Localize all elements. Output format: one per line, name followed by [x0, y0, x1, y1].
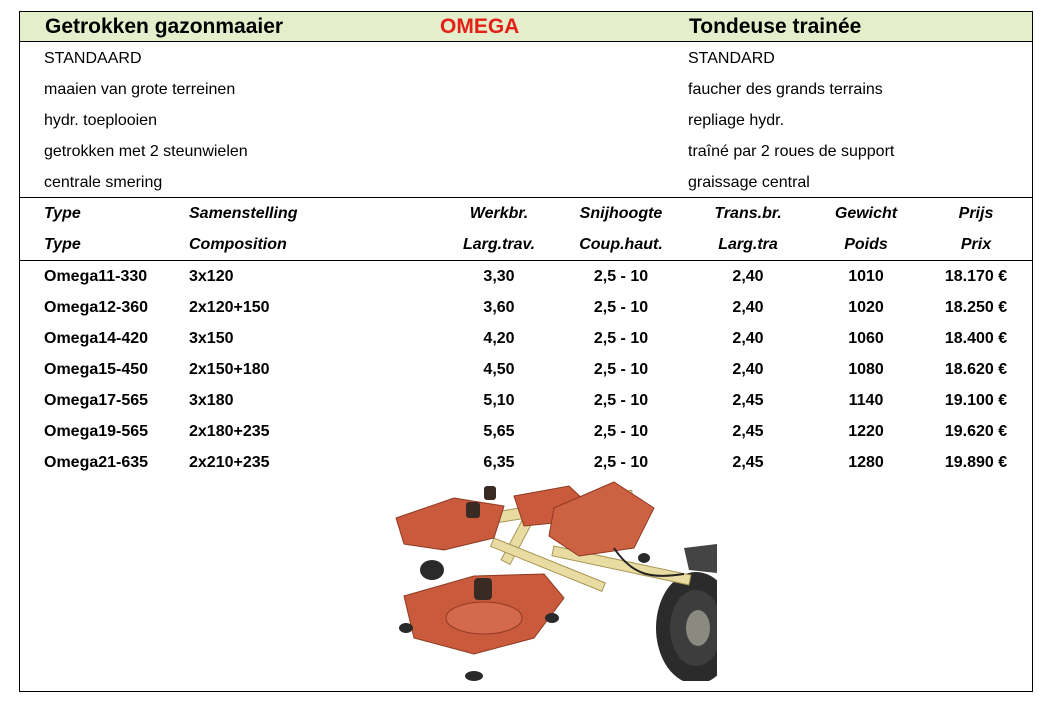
cell-type: Omega21-635	[44, 454, 149, 471]
cell-comp: 2x210+235	[189, 454, 270, 471]
table-row: Omega17-565 3x180 5,10 2,5 - 10 2,45 1140 19.1…	[20, 385, 1032, 416]
towed-mower-illustration	[395, 481, 717, 681]
divider	[20, 260, 1032, 261]
feature-item: traîné par 2 roues de support	[688, 143, 895, 160]
title-dutch: Getrokken gazonmaaier	[45, 15, 284, 38]
table-row: Omega21-635 2x210+235 6,35 2,5 - 10 2,45 1280…	[20, 447, 1032, 478]
table-row: Omega14-420 3x150 4,20 2,5 - 10 2,40 1060 18.4…	[20, 323, 1032, 354]
cell-width: 4,50	[483, 361, 515, 378]
divider	[20, 197, 1032, 198]
cell-price: 19.620 €	[944, 423, 1008, 440]
feature-item: centrale smering	[44, 174, 163, 191]
table-row: Omega11-330 3x120 3,30 2,5 - 10 2,40 1010 18.1…	[20, 261, 1032, 292]
cell-comp: 3x120	[189, 268, 234, 285]
cell-comp: 2x180+235	[189, 423, 270, 440]
feature-item: getrokken met 2 steunwielen	[44, 143, 248, 160]
features-french: STANDARD faucher des grands terrains rep…	[688, 43, 894, 198]
col-weight: Poids	[844, 236, 888, 253]
feature-item: STANDARD	[688, 50, 775, 67]
cell-cut: 2,5 - 10	[593, 299, 649, 316]
col-transport-width: Trans.br.	[714, 205, 782, 222]
tractor-wheel-icon	[656, 544, 717, 681]
cell-type: Omega11-330	[44, 268, 148, 285]
cell-cut: 2,5 - 10	[593, 454, 649, 471]
table-row: Omega19-565 2x180+235 5,65 2,5 - 10 2,45 1220…	[20, 416, 1032, 447]
cell-price: 18.400 €	[944, 330, 1008, 347]
column-header-french: Type Composition Larg.trav. Coup.haut. L…	[20, 229, 1032, 260]
cell-type: Omega14-420	[44, 330, 149, 347]
cell-type: Omega12-360	[44, 299, 149, 316]
cell-comp: 3x180	[189, 392, 234, 409]
cell-weight: 1220	[848, 423, 884, 440]
cell-width: 3,60	[483, 299, 515, 316]
col-transport-width: Larg.tra	[718, 236, 778, 253]
cell-price: 19.100 €	[944, 392, 1008, 409]
feature-item: repliage hydr.	[688, 112, 785, 129]
cell-trans: 2,45	[732, 423, 764, 440]
col-price: Prix	[960, 236, 992, 253]
feature-item: STANDAARD	[44, 50, 142, 67]
column-header-dutch: Type Samenstelling Werkbr. Snijhoogte Tr…	[20, 198, 1032, 229]
cell-weight: 1080	[848, 361, 884, 378]
cell-weight: 1280	[848, 454, 884, 471]
cell-width: 4,20	[483, 330, 515, 347]
cell-price: 18.250 €	[944, 299, 1008, 316]
table-row: Omega15-450 2x150+180 4,50 2,5 - 10 2,40 1080…	[20, 354, 1032, 385]
col-cut-height: Snijhoogte	[579, 205, 663, 222]
cell-type: Omega17-565	[44, 392, 149, 409]
cell-price: 18.620 €	[944, 361, 1008, 378]
price-sheet: Getrokken gazonmaaier OMEGA Tondeuse tra…	[19, 11, 1033, 692]
cell-width: 5,65	[483, 423, 515, 440]
cell-width: 5,10	[483, 392, 515, 409]
col-type: Type	[44, 236, 81, 253]
cell-trans: 2,40	[732, 330, 764, 347]
col-composition: Samenstelling	[189, 205, 298, 222]
cell-price: 19.890 €	[944, 454, 1008, 471]
col-width: Werkbr.	[469, 205, 529, 222]
title-band: Getrokken gazonmaaier OMEGA Tondeuse tra…	[20, 12, 1032, 42]
feature-item: maaien van grote terreinen	[44, 81, 236, 98]
table-row: Omega12-360 2x120+150 3,60 2,5 - 10 2,40 1020…	[20, 292, 1032, 323]
cell-cut: 2,5 - 10	[593, 361, 649, 378]
cell-trans: 2,45	[732, 454, 764, 471]
col-width: Larg.trav.	[462, 236, 536, 253]
cell-weight: 1060	[848, 330, 884, 347]
cell-weight: 1020	[848, 299, 884, 316]
cell-comp: 3x150	[189, 330, 234, 347]
col-cut-height: Coup.haut.	[579, 236, 663, 253]
cell-cut: 2,5 - 10	[593, 330, 649, 347]
cell-weight: 1140	[848, 392, 884, 409]
cell-comp: 2x150+180	[189, 361, 270, 378]
cell-cut: 2,5 - 10	[593, 268, 649, 285]
cell-width: 3,30	[483, 268, 515, 285]
cell-width: 6,35	[483, 454, 515, 471]
features-dutch: STANDAARD maaien van grote terreinen hyd…	[44, 43, 248, 198]
cell-cut: 2,5 - 10	[593, 423, 649, 440]
cell-trans: 2,45	[732, 392, 764, 409]
cell-trans: 2,40	[732, 299, 764, 316]
cell-type: Omega19-565	[44, 423, 149, 440]
cell-weight: 1010	[848, 268, 884, 285]
col-composition: Composition	[189, 236, 287, 253]
col-weight: Gewicht	[834, 205, 898, 222]
feature-item: hydr. toeplooien	[44, 112, 157, 129]
title-french: Tondeuse trainée	[689, 15, 862, 38]
col-price: Prijs	[958, 205, 994, 222]
feature-item: graissage central	[688, 174, 810, 191]
brand-name: OMEGA	[440, 15, 520, 38]
cell-cut: 2,5 - 10	[593, 392, 649, 409]
cell-trans: 2,40	[732, 361, 764, 378]
cell-trans: 2,40	[732, 268, 764, 285]
cell-comp: 2x120+150	[189, 299, 270, 316]
cell-price: 18.170 €	[944, 268, 1008, 285]
col-type: Type	[44, 205, 81, 222]
feature-item: faucher des grands terrains	[688, 81, 883, 98]
cell-type: Omega15-450	[44, 361, 149, 378]
